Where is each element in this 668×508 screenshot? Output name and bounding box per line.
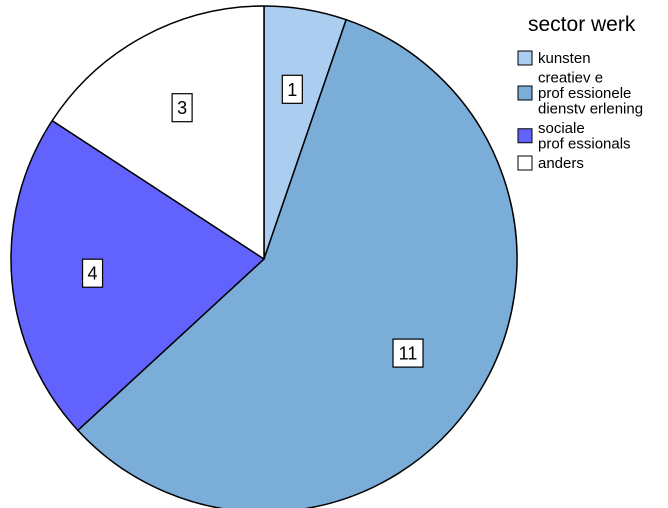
pie-slice-anders [51,5,265,260]
data-label-value: 1 [287,80,297,100]
data-label-value: 4 [88,264,98,284]
legend-swatch [517,50,533,66]
legend-item-sociale-prof-essionals: sociale prof essionals [517,120,631,153]
data-label-box [392,338,424,368]
data-label-kunsten: 1 [281,74,303,104]
legend-item-creatiev-e-prof-essionele-dienstv-erlening: creatiev e prof essionele dienstv erlening [517,70,643,118]
legend-label: sociale prof essionals [538,120,631,153]
legend-item-anders: anders [517,155,584,172]
legend-title: sector werk [528,13,636,36]
legend-swatch [517,128,533,144]
pie-slice-sociale-prof-essionals [10,119,265,432]
legend-label: kunsten [538,50,591,67]
data-label-creatiev-e-prof-essionele-dienstv-erlening: 11 [392,338,424,368]
legend-swatch [517,155,533,171]
data-label-box [281,74,303,104]
pie-slices [10,5,518,508]
pie-slice-creatiev-e-prof-essionele-dienstv-erlening [77,18,518,508]
legend-swatch [517,85,533,101]
legend-item-kunsten: kunsten [517,50,591,67]
data-label-anders: 3 [171,93,193,123]
data-label-box [81,258,104,288]
data-label-box [171,93,193,123]
legend-label: creatiev e prof essionele dienstv erlening [538,70,643,118]
data-label-value: 3 [177,98,187,118]
data-label-sociale-prof-essionals: 4 [81,258,104,288]
legend: sector werk kunsten creatiev e prof ession… [517,13,643,172]
legend-label: anders [538,155,584,172]
data-label-value: 11 [399,344,418,364]
